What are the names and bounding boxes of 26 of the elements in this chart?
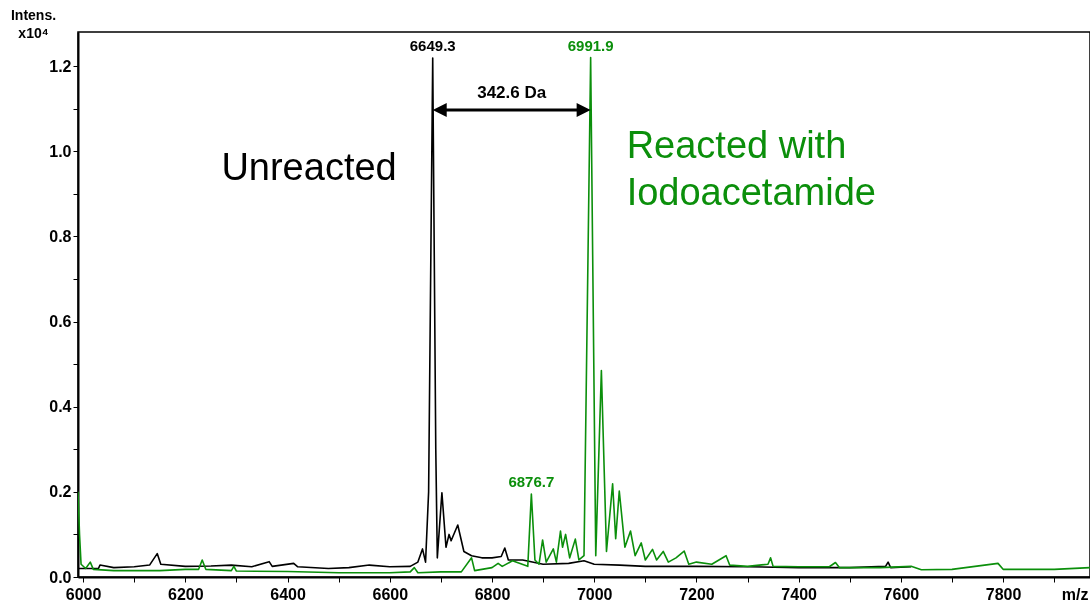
y-axis-title: Intens. x10⁴	[10, 6, 57, 41]
x-tick-label: 7000	[576, 585, 613, 603]
y-tick-label: 0.4	[49, 398, 72, 416]
x-tick-label: 6400	[270, 585, 306, 603]
y-tick-label: 0.6	[49, 313, 72, 331]
x-tick-label: 6600	[372, 585, 409, 603]
line-series	[78, 56, 1090, 574]
y-tick-label: 1.0	[49, 142, 72, 160]
series-label: Unreacted	[221, 145, 397, 188]
annotation: 342.6 Da	[477, 82, 547, 102]
annotation: 6649.3	[409, 36, 456, 54]
x-tick-label: 7600	[883, 585, 920, 603]
x-tick-label: 6200	[168, 585, 204, 603]
y-tick-label: 0.2	[49, 483, 72, 501]
x-tick-label: 7200	[679, 585, 715, 603]
series-label: Reacted with Iodoacetamide	[626, 123, 876, 213]
x-tick-label: 6800	[474, 585, 511, 603]
y-tick-label: 1.2	[49, 57, 72, 75]
annotation: 6991.9	[567, 36, 614, 54]
x-tick-label: 7400	[781, 585, 818, 603]
x-tick-label: 7800	[985, 585, 1022, 603]
y-tick-label: 0.0	[49, 568, 72, 586]
y-tick-label: 0.8	[49, 227, 72, 245]
x-tick-label: 6000	[65, 585, 102, 603]
annotation: 6876.7	[508, 472, 555, 490]
x-axis-title: m/z	[1061, 585, 1089, 603]
